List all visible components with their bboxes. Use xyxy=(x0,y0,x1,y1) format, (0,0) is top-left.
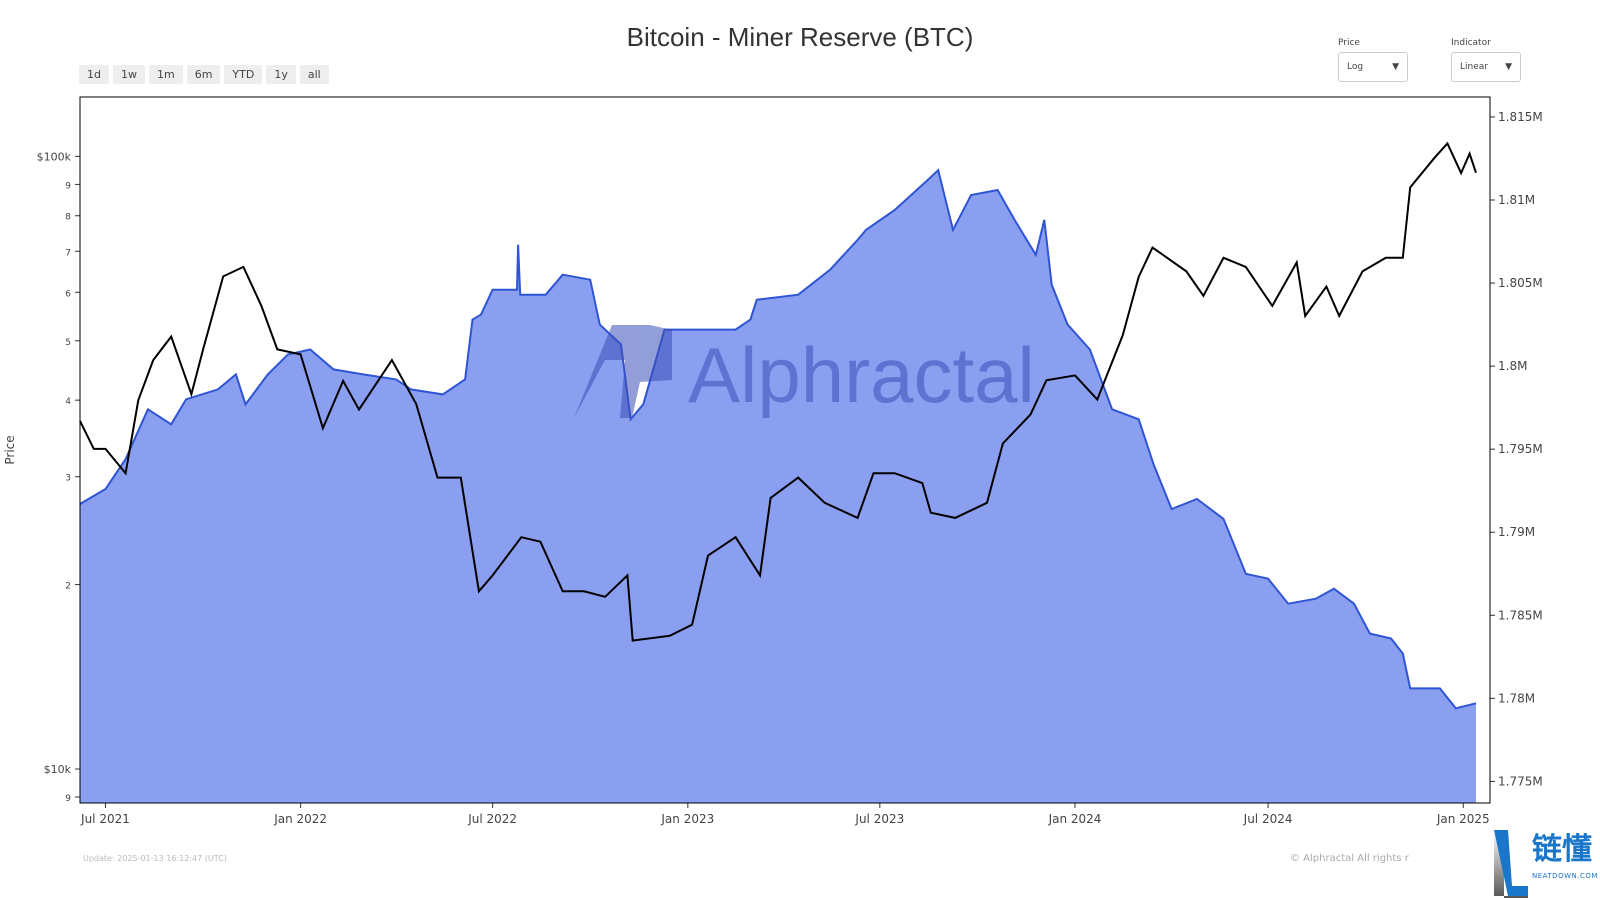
left-tick-label: 4 xyxy=(65,397,71,407)
left-axis-title: Price xyxy=(3,435,17,464)
range-all-button[interactable]: all xyxy=(299,65,329,84)
range-1y-button[interactable]: 1y xyxy=(266,65,296,84)
x-tick-label: Jul 2023 xyxy=(854,812,904,826)
update-timestamp: Update: 2025-01-13 16:12:47 (UTC) xyxy=(83,854,227,863)
right-tick-label: 1.81M xyxy=(1498,193,1535,207)
price-scale-select[interactable]: Log ▼ xyxy=(1338,52,1408,82)
watermark: Alphractal xyxy=(574,325,1035,419)
left-tick-label: 9 xyxy=(65,794,71,804)
dropdown-arrow-icon: ▼ xyxy=(1505,62,1512,72)
range-1d-button[interactable]: 1d xyxy=(79,65,109,84)
left-tick-label: $10k xyxy=(44,763,72,776)
price-scale-value: Log xyxy=(1347,62,1364,72)
x-tick-label: Jan 2024 xyxy=(1048,812,1102,826)
neatdown-logo-sub: NEATDOWN.COM xyxy=(1532,872,1598,880)
left-tick-label: $100k xyxy=(37,150,72,163)
dropdown-arrow-icon: ▼ xyxy=(1392,62,1399,72)
range-1w-button[interactable]: 1w xyxy=(112,65,145,84)
right-tick-label: 1.8M xyxy=(1498,359,1527,373)
range-selector: 1d 1w 1m 6m YTD 1y all xyxy=(79,65,329,84)
left-tick-label: 5 xyxy=(65,338,71,348)
indicator-scale-select[interactable]: Linear ▼ xyxy=(1451,52,1521,82)
corner-logo: 链懂 NEATDOWN.COM xyxy=(1494,830,1600,900)
left-tick-label: 3 xyxy=(65,474,71,484)
price-scale-label: Price xyxy=(1338,38,1360,48)
price-line xyxy=(79,141,1477,642)
x-tick-label: Jan 2023 xyxy=(660,812,714,826)
x-tick-label: Jan 2025 xyxy=(1436,812,1490,826)
neatdown-logo-icon xyxy=(1494,830,1528,898)
left-tick-label: 7 xyxy=(65,248,71,258)
right-tick-label: 1.775M xyxy=(1498,774,1543,788)
left-tick-label: 9 xyxy=(65,181,71,191)
x-tick-label: Jul 2022 xyxy=(467,812,517,826)
miner-reserve-line xyxy=(79,168,1477,710)
indicator-scale-label: Indicator xyxy=(1451,38,1491,48)
alphractal-logo-icon xyxy=(574,325,672,418)
right-tick-label: 1.78M xyxy=(1498,691,1535,705)
right-tick-label: 1.79M xyxy=(1498,525,1535,539)
neatdown-logo-text: 链懂 xyxy=(1532,832,1592,867)
miner-reserve-area xyxy=(80,170,1476,804)
left-tick-label: 2 xyxy=(65,582,71,592)
x-tick-label: Jan 2022 xyxy=(273,812,327,826)
indicator-scale-value: Linear xyxy=(1460,62,1488,72)
right-tick-label: 1.795M xyxy=(1498,442,1543,456)
range-ytd-button[interactable]: YTD xyxy=(224,65,263,84)
right-tick-label: 1.785M xyxy=(1498,608,1543,622)
price-scale-control: Price Log ▼ xyxy=(1338,38,1408,82)
right-tick-label: 1.815M xyxy=(1498,110,1543,124)
x-tick-label: Jul 2021 xyxy=(80,812,130,826)
left-tick-label: 6 xyxy=(65,289,71,299)
indicator-scale-control: Indicator Linear ▼ xyxy=(1451,38,1521,82)
chart-title: Bitcoin - Miner Reserve (BTC) xyxy=(626,22,974,52)
plot-frame xyxy=(79,96,1491,804)
left-tick-label: 8 xyxy=(65,213,71,223)
range-1m-button[interactable]: 1m xyxy=(148,65,183,84)
right-tick-label: 1.805M xyxy=(1498,276,1543,290)
x-tick-label: Jul 2024 xyxy=(1243,812,1293,826)
range-6m-button[interactable]: 6m xyxy=(186,65,221,84)
copyright: © Alphractal All rights r xyxy=(1290,853,1409,864)
watermark-text: Alphractal xyxy=(688,331,1035,419)
